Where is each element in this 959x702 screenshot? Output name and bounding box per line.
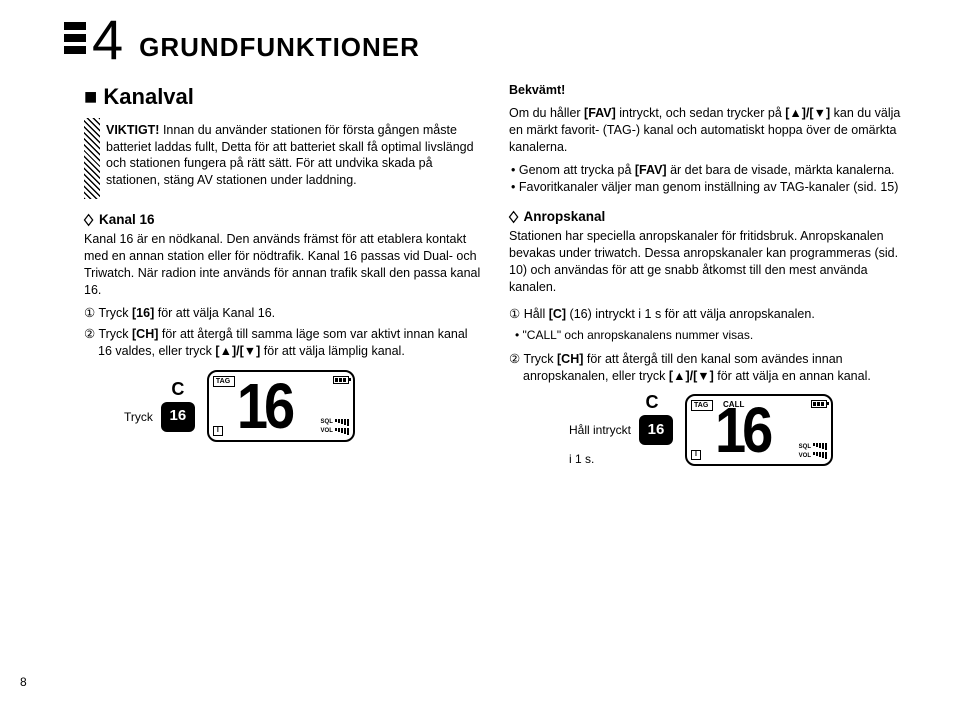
lcd-channel-r: 16 bbox=[715, 398, 769, 462]
hold-label-col: C Håll intryckt 16 i 1 s. bbox=[569, 393, 673, 467]
button-c-label: C bbox=[171, 380, 184, 398]
kanal16-body: Kanal 16 är en nödkanal. Den används frä… bbox=[84, 231, 483, 299]
lcd-display-left: TAG I 16 SQL VOL bbox=[207, 370, 355, 442]
lcd-tag-r: TAG bbox=[691, 400, 713, 411]
anrop-body: Stationen har speciella anropskanaler fö… bbox=[509, 228, 908, 296]
hold-duration: i 1 s. bbox=[569, 451, 594, 467]
bekvamt-bullet2: • Favoritkanaler väljer man genom instäl… bbox=[509, 179, 908, 196]
hold-intryckt-label: Håll intryckt bbox=[569, 422, 631, 438]
level-bars: SQL VOL bbox=[321, 418, 349, 435]
right-step-2: ② Tryck [CH] för att återgå till den kan… bbox=[509, 351, 908, 385]
left-column: ■ Kanalval VIKTIGT! Innan du använder st… bbox=[84, 82, 483, 467]
battery-icon-r bbox=[811, 400, 827, 408]
step-2: ② Tryck [CH] för att återgå till samma l… bbox=[84, 326, 483, 360]
lcd-display-right: TAG I CALL 16 SQL VOL bbox=[685, 394, 833, 466]
button-16-r[interactable]: 16 bbox=[639, 415, 673, 445]
content-columns: ■ Kanalval VIKTIGT! Innan du använder st… bbox=[84, 82, 908, 467]
right-step-1-sub: • "CALL" och anropskanalens nummer visas… bbox=[509, 327, 908, 343]
level-bars-r: SQL VOL bbox=[799, 443, 827, 460]
right-step-1: ① Håll [C] (16) intryckt i 1 s för att v… bbox=[509, 306, 908, 323]
anrop-heading: ◇ Anropskanal bbox=[509, 208, 908, 226]
bekvamt-body: Om du håller [FAV] intryckt, och sedan t… bbox=[509, 105, 908, 156]
button-col: Tryck C 16 bbox=[124, 380, 207, 432]
button-16[interactable]: 16 bbox=[161, 402, 195, 432]
bekvamt-title: Bekvämt! bbox=[509, 82, 908, 99]
warning-box: VIKTIGT! Innan du använder stationen för… bbox=[84, 118, 483, 200]
page-number: 8 bbox=[20, 674, 27, 690]
chapter-header: 4 GRUNDFUNKTIONER bbox=[64, 12, 420, 68]
lcd-i: I bbox=[213, 426, 223, 436]
left-lcd-unit: Tryck C 16 TAG I 16 SQL VOL bbox=[124, 370, 483, 442]
chapter-number: 4 bbox=[92, 12, 123, 68]
lcd-channel: 16 bbox=[237, 373, 291, 437]
button-c-label-r: C bbox=[646, 393, 659, 411]
bekvamt-bullet1: • Genom att trycka på [FAV] är det bara … bbox=[509, 162, 908, 179]
tryck-label: Tryck bbox=[124, 409, 153, 425]
kanal16-heading: ◇ Kanal 16 bbox=[84, 211, 483, 229]
step-1: ① Tryck [16] för att välja Kanal 16. bbox=[84, 305, 483, 322]
chapter-title: GRUNDFUNKTIONER bbox=[139, 30, 420, 65]
lcd-i-r: I bbox=[691, 450, 701, 460]
lcd-tag: TAG bbox=[213, 376, 235, 387]
section-kanalval: ■ Kanalval bbox=[84, 82, 483, 112]
battery-icon bbox=[333, 376, 349, 384]
right-lcd-unit: C Håll intryckt 16 i 1 s. TAG I CALL 16 … bbox=[569, 393, 908, 467]
right-column: Bekvämt! Om du håller [FAV] intryckt, oc… bbox=[509, 82, 908, 467]
decor-bars bbox=[64, 22, 86, 54]
warning-text: VIKTIGT! Innan du använder stationen för… bbox=[106, 122, 483, 190]
